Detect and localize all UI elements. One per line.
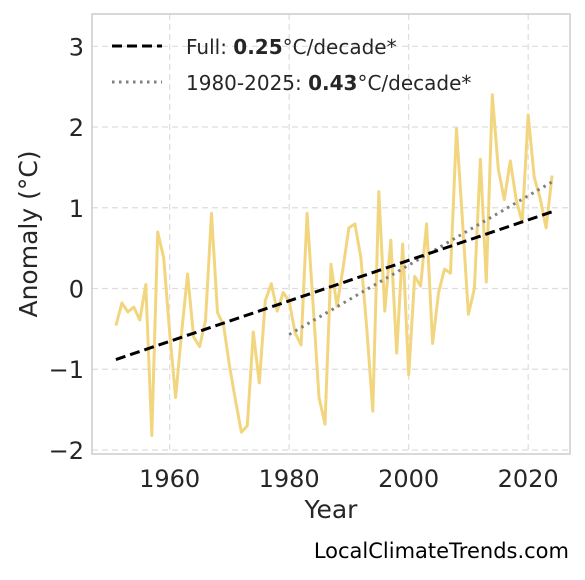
x-tick-label: 1960 [139,465,200,493]
legend-label-full: Full: [186,35,233,59]
x-axis-label: Year [304,495,359,524]
legend-unit-full: °C/decade* [283,35,397,59]
y-tick-label: −1 [49,356,84,384]
trend-line-full [115,210,553,361]
y-tick-label: −2 [49,437,84,465]
y-axis-label: Anomaly (°C) [14,150,43,317]
trend-layer [115,180,553,361]
x-tick-label: 2000 [378,465,439,493]
x-tick-labels: 1960 1980 2000 2020 [139,465,559,493]
trend-line-recent [288,180,553,336]
plot-frame [91,13,571,455]
series-line-anomaly [114,93,554,437]
y-tick-labels: −2 −1 0 1 2 3 [49,33,84,465]
y-tick-label: 0 [69,275,84,303]
legend-value-full: 0.25 [233,35,282,59]
x-tick-label: 1980 [259,465,320,493]
y-tick-label: 2 [69,114,84,142]
y-tick-label: 3 [69,33,84,61]
legend-value-recent: 0.43 [308,71,357,95]
legend-entry-full-trend: Full: 0.25°C/decade* [186,35,397,59]
x-tick-label: 2020 [498,465,559,493]
legend-entry-recent-trend: 1980-2025: 0.43°C/decade* [186,71,471,95]
y-tick-label: 1 [69,195,84,223]
site-credit: LocalClimateTrends.com [313,539,569,563]
legend-unit-recent: °C/decade* [357,71,471,95]
series-layer [114,93,554,437]
legend-label-recent: 1980-2025: [186,71,308,95]
grid-lines [92,14,570,454]
legend: Full: 0.25°C/decade* 1980-2025: 0.43°C/d… [112,35,471,95]
